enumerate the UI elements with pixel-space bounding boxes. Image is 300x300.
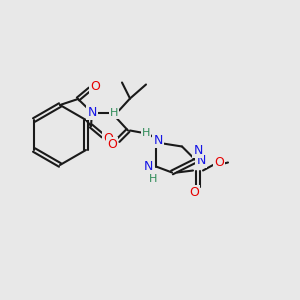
Text: O: O — [214, 156, 224, 169]
Text: N: N — [193, 144, 203, 157]
Text: N: N — [196, 154, 206, 167]
Text: O: O — [189, 186, 199, 199]
Text: N: N — [87, 106, 97, 119]
Text: H: H — [142, 128, 150, 137]
Text: N: N — [143, 160, 153, 173]
Text: O: O — [90, 80, 100, 92]
Text: N: N — [153, 134, 163, 147]
Text: H: H — [149, 173, 157, 184]
Text: O: O — [103, 133, 113, 146]
Text: H: H — [110, 107, 118, 118]
Text: O: O — [107, 138, 117, 151]
